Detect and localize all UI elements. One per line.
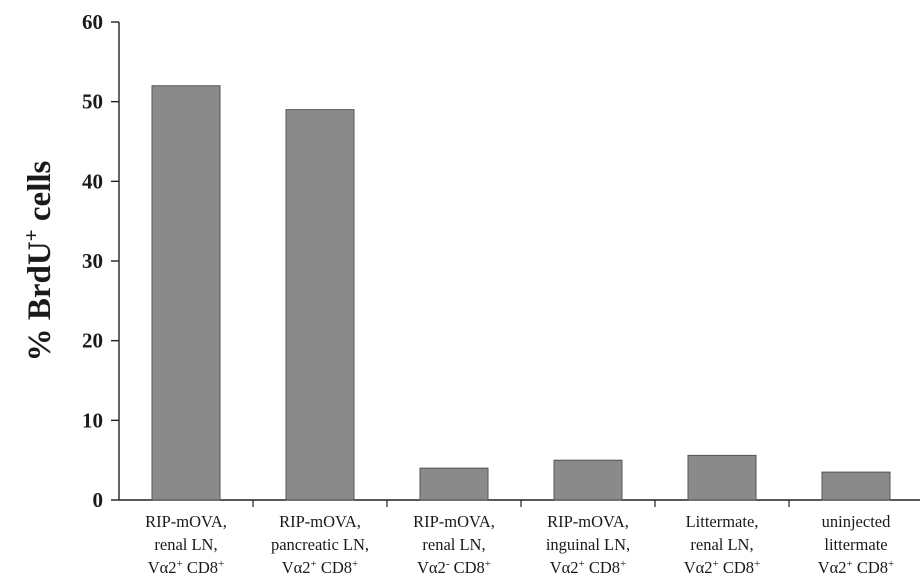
category-label-text: pancreatic LN, bbox=[271, 535, 369, 554]
category-label-superscript: + bbox=[485, 558, 491, 570]
category-label-text: CD8 bbox=[585, 558, 620, 577]
bar bbox=[553, 459, 623, 501]
category-label-superscript: + bbox=[579, 558, 585, 570]
category-label-text: Vα2 bbox=[684, 558, 713, 577]
category-label-text: RIP-mOVA, bbox=[413, 512, 495, 531]
category-labels: RIP-mOVA,renal LN,Vα2+ CD8+RIP-mOVA,panc… bbox=[145, 512, 894, 577]
category-label: littermate bbox=[824, 535, 887, 554]
category-label-superscript: + bbox=[620, 558, 626, 570]
category-label: RIP-mOVA, bbox=[413, 512, 495, 531]
category-label: renal LN, bbox=[690, 535, 753, 554]
category-label: pancreatic LN, bbox=[271, 535, 369, 554]
y-tick-label: 20 bbox=[82, 329, 103, 353]
bar bbox=[151, 85, 221, 501]
category-label-text: renal LN, bbox=[154, 535, 217, 554]
y-tick-label: 40 bbox=[82, 169, 103, 193]
category-label-text: littermate bbox=[824, 535, 887, 554]
category-label-text: Vα2 bbox=[282, 558, 311, 577]
category-label: Vα2+ CD8+ bbox=[818, 558, 895, 577]
category-label-superscript: + bbox=[177, 558, 183, 570]
y-tick-label: 60 bbox=[82, 10, 103, 34]
category-label: RIP-mOVA, bbox=[279, 512, 361, 531]
category-label-text: uninjected bbox=[822, 512, 891, 531]
category-label-text: RIP-mOVA, bbox=[279, 512, 361, 531]
category-label: Vα2+ CD8+ bbox=[148, 558, 225, 577]
category-label-superscript: - bbox=[446, 558, 450, 570]
category-label-superscript: + bbox=[888, 558, 894, 570]
bar bbox=[419, 467, 489, 501]
category-label-text: CD8 bbox=[719, 558, 754, 577]
category-label: Vα2- CD8+ bbox=[417, 558, 491, 577]
bar bbox=[687, 454, 757, 501]
y-axis-title-text: % BrdU bbox=[22, 241, 58, 361]
category-label-text: renal LN, bbox=[690, 535, 753, 554]
category-label-text: CD8 bbox=[183, 558, 218, 577]
category-label: renal LN, bbox=[422, 535, 485, 554]
category-label: RIP-mOVA, bbox=[547, 512, 629, 531]
x-ticks bbox=[252, 500, 790, 507]
category-label-text: Littermate, bbox=[686, 512, 759, 531]
category-label-text: Vα2 bbox=[148, 558, 177, 577]
category-label-text: CD8 bbox=[853, 558, 888, 577]
category-label-text: RIP-mOVA, bbox=[547, 512, 629, 531]
category-label-superscript: + bbox=[754, 558, 760, 570]
y-tick-label: 0 bbox=[93, 488, 104, 512]
category-label: Vα2+ CD8+ bbox=[684, 558, 761, 577]
category-label-text: Vα2 bbox=[417, 558, 446, 577]
category-label-text: renal LN, bbox=[422, 535, 485, 554]
bar bbox=[285, 109, 355, 501]
category-label: uninjected bbox=[822, 512, 891, 531]
category-label-superscript: + bbox=[311, 558, 317, 570]
category-label-superscript: + bbox=[713, 558, 719, 570]
y-axis-title-superscript: + bbox=[19, 229, 43, 241]
bar bbox=[821, 471, 891, 501]
y-ticks: 0 10 20 30 40 50 60 bbox=[82, 10, 119, 512]
category-label-superscript: + bbox=[847, 558, 853, 570]
category-label: Vα2+ CD8+ bbox=[550, 558, 627, 577]
y-tick-label: 10 bbox=[82, 408, 103, 432]
y-axis-title: % BrdU+ cells bbox=[19, 160, 58, 361]
category-label-text: CD8 bbox=[317, 558, 352, 577]
category-label-text: Vα2 bbox=[550, 558, 579, 577]
category-label-text: RIP-mOVA, bbox=[145, 512, 227, 531]
category-label: renal LN, bbox=[154, 535, 217, 554]
y-axis-title-text: cells bbox=[22, 160, 58, 229]
category-label-text: Vα2 bbox=[818, 558, 847, 577]
category-label-text: CD8 bbox=[449, 558, 484, 577]
category-label: Littermate, bbox=[686, 512, 759, 531]
y-axis-title-group: % BrdU+ cells bbox=[19, 160, 58, 361]
category-label: inguinal LN, bbox=[546, 535, 630, 554]
category-label-text: inguinal LN, bbox=[546, 535, 630, 554]
category-label: RIP-mOVA, bbox=[145, 512, 227, 531]
category-label-superscript: + bbox=[352, 558, 358, 570]
bars bbox=[151, 85, 891, 501]
category-label: Vα2+ CD8+ bbox=[282, 558, 359, 577]
axes bbox=[118, 22, 920, 501]
category-label-superscript: + bbox=[218, 558, 224, 570]
y-tick-label: 50 bbox=[82, 90, 103, 114]
y-tick-label: 30 bbox=[82, 249, 103, 273]
